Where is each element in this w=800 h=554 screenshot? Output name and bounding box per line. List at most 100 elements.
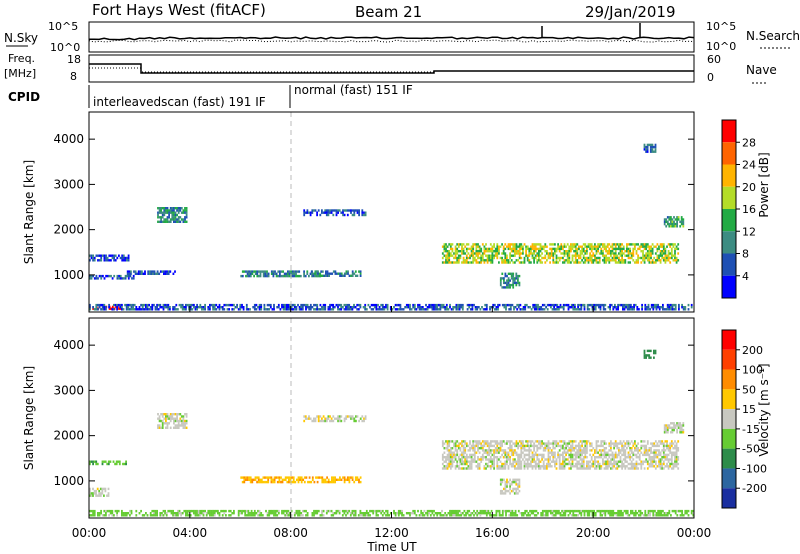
scatter-region-8	[310, 270, 362, 277]
colorbar-swatch	[722, 409, 736, 429]
velocity-y-axis: 4000 3000 2000 1000	[53, 338, 694, 488]
colorbar-tick: -200	[742, 482, 767, 495]
beam-label: Beam 21	[355, 3, 422, 21]
velocity-panel: 4000 3000 2000 1000 Slant Range [km] 200 100…	[22, 317, 771, 519]
ytick-label: 4000	[53, 132, 84, 146]
freq-panel: Freq. [MHz] 18 8 60 0 Nave CPID	[4, 52, 777, 104]
colorbar-tick: 15	[742, 403, 756, 416]
ytick-label: 2000	[53, 223, 84, 237]
nsky-label: N.Sky	[4, 31, 38, 45]
freq-tick-bottom: 8	[70, 70, 77, 83]
colorbar-swatch	[722, 253, 736, 276]
xtick-label: 00:00	[677, 526, 712, 540]
colorbar-swatch	[722, 209, 736, 232]
xlabel: Time UT	[366, 540, 417, 554]
scatter-region-10	[441, 243, 680, 264]
colorbar-tick: 16	[742, 203, 756, 216]
colorbar-swatch	[722, 330, 736, 350]
freq-unit-label: [MHz]	[4, 67, 36, 80]
colorbar-swatch	[722, 231, 736, 254]
scatter-region-5	[126, 270, 176, 275]
ytick-label: 1000	[53, 268, 84, 282]
scatter-region-8	[499, 478, 521, 495]
scatter-region-6	[157, 207, 188, 223]
nave-tick-bottom: 0	[707, 71, 714, 84]
xtick-label: 08:00	[273, 526, 308, 540]
colorbar-swatch	[722, 468, 736, 489]
colorbar-tick: 20	[742, 181, 756, 194]
colorbar-swatch	[722, 488, 736, 508]
freq-label: Freq.	[8, 52, 35, 65]
scatter-region-4	[157, 413, 188, 429]
scatter-region-13	[643, 143, 657, 153]
ytick-label: 3000	[53, 177, 84, 191]
nave-tick-top: 60	[707, 53, 721, 66]
nave-label: Nave	[746, 63, 777, 77]
scatter-region-3	[89, 460, 127, 466]
colorbar-tick: 12	[742, 225, 756, 238]
nave-line	[89, 67, 694, 73]
xtick-label: 04:00	[173, 526, 208, 540]
xtick-label: 16:00	[475, 526, 510, 540]
power-y-axis: 4000 3000 2000 1000	[53, 132, 694, 282]
power-panel: 4000 3000 2000 1000 Slant Range [km] 28 24 20…	[22, 111, 771, 313]
nsky-tick-bottom: 10^0	[50, 41, 80, 54]
nsearch-tick-bottom: 10^0	[706, 40, 736, 53]
nsky-tick-top: 10^5	[48, 20, 78, 33]
scatter-region-11	[499, 272, 521, 289]
nsearch-label: N.Search	[746, 29, 800, 43]
xtick-label: 00:00	[72, 526, 107, 540]
scatter-region-5	[240, 476, 362, 484]
cpid-segment-2: normal (fast) 151 IF	[294, 83, 413, 97]
time-axis: 00:00 04:00 08:00 12:00 16:00 20:00 00:00	[72, 306, 712, 540]
scatter-region-4	[89, 274, 135, 280]
ytick-label: 3000	[53, 383, 84, 397]
scatter-region-10	[643, 349, 657, 359]
scatter-region-2	[89, 487, 110, 497]
ytick-label: 2000	[53, 429, 84, 443]
colorbar-swatch	[722, 186, 736, 209]
cpid-segment-1: interleavedscan (fast) 191 IF	[93, 95, 266, 109]
colorbar-tick: -15	[742, 423, 760, 436]
cpid-panel: interleavedscan (fast) 191 IF normal (fa…	[88, 83, 413, 109]
colorbar-swatch	[722, 349, 736, 370]
scatter-region-9	[303, 209, 367, 217]
cpid-label: CPID	[8, 90, 40, 104]
ytick-label: 4000	[53, 338, 84, 352]
colorbar-swatch	[722, 428, 736, 449]
colorbar-tick: 50	[742, 383, 756, 396]
date-label: 29/Jan/2019	[585, 3, 676, 21]
scatter-region-1	[89, 509, 695, 517]
xtick-label: 20:00	[576, 526, 611, 540]
colorbar-tick: 4	[742, 270, 749, 283]
colorbar-tick: -50	[742, 443, 760, 456]
velocity-colorbar: 200 100 50 15 -15 -50 -100 -200	[721, 329, 767, 509]
colorbar-tick: 24	[742, 159, 756, 172]
colorbar-swatch	[722, 164, 736, 187]
scatter-region-12	[663, 216, 685, 228]
power-ylabel: Slant Range [km]	[22, 160, 36, 264]
noise-sky-line	[89, 36, 695, 41]
noise-panel: N.Sky 10^5 10^0 10^5 10^0 N.Search	[4, 20, 800, 54]
scatter-region-7	[441, 440, 680, 470]
colorbar-swatch	[722, 448, 736, 469]
power-colorbar-label: Power [dB]	[757, 152, 771, 217]
station-title: Fort Hays West (fitACF)	[92, 1, 266, 19]
scatter-region-6	[303, 415, 367, 423]
nsearch-tick-top: 10^5	[706, 20, 736, 33]
colorbar-swatch	[722, 275, 736, 298]
velocity-ylabel: Slant Range [km]	[22, 366, 36, 470]
colorbar-swatch	[722, 389, 736, 410]
colorbar-swatch	[722, 142, 736, 165]
colorbar-tick: 200	[742, 344, 763, 357]
scatter-region-9	[663, 422, 685, 434]
colorbar-tick: 100	[742, 364, 763, 377]
velocity-data-layer	[89, 349, 695, 517]
xtick-label: 12:00	[374, 526, 409, 540]
ytick-label: 1000	[53, 474, 84, 488]
scatter-region-2	[89, 303, 693, 311]
colorbar-swatch	[722, 120, 736, 143]
power-colorbar: 28 24 20 16 12 8 4	[721, 119, 756, 299]
freq-tick-top: 18	[67, 53, 81, 66]
